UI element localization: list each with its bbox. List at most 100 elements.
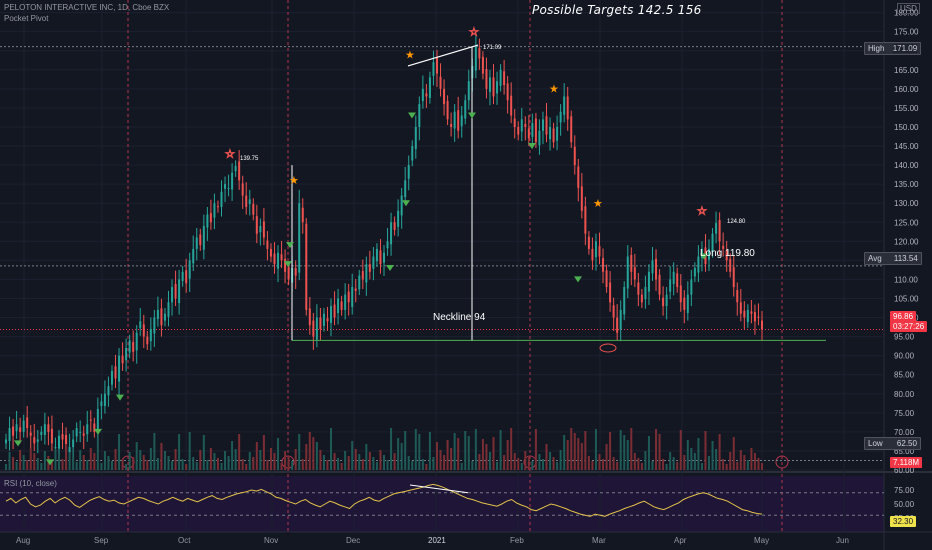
candle-body <box>206 214 209 228</box>
candle-body <box>404 180 407 198</box>
signal-arrow-icon <box>468 112 476 119</box>
candle-body <box>591 248 594 261</box>
volume-bar <box>549 452 552 470</box>
volume-bar <box>68 452 71 470</box>
volume-bar <box>351 441 354 470</box>
indicator-label: Pocket Pivot <box>4 14 49 23</box>
volume-bar <box>725 464 728 470</box>
signal-arrow-icon <box>46 459 54 466</box>
volume-bar <box>450 448 453 470</box>
candle-body <box>160 308 163 326</box>
volume-bar <box>570 428 573 470</box>
candle-body <box>50 428 53 444</box>
currency-label[interactable]: USD <box>897 3 920 14</box>
candle-body <box>262 221 265 238</box>
volume-bar <box>174 449 177 470</box>
volume-bar <box>708 456 711 470</box>
candle-body <box>676 273 679 288</box>
volume-bar <box>527 456 530 470</box>
volume-bar <box>594 429 597 470</box>
candle-body <box>269 248 272 257</box>
volume-bar <box>499 430 502 470</box>
volume-bar <box>651 461 654 470</box>
volume-bar <box>711 441 714 470</box>
candle-body <box>57 435 60 449</box>
volume-bar <box>683 455 686 470</box>
candle-body <box>541 119 544 131</box>
candle-body <box>672 271 675 284</box>
candle-body <box>556 126 559 141</box>
candle-body <box>450 123 453 127</box>
volume-bar <box>672 457 675 470</box>
time-tick-label: 2021 <box>428 536 446 545</box>
volume-bar <box>481 439 484 470</box>
candle-body <box>188 260 191 279</box>
candle-body <box>273 253 276 265</box>
volume-bar <box>181 459 184 470</box>
volume-bar <box>439 450 442 470</box>
volume-bar <box>686 440 689 470</box>
rsi-label: RSI (10, close) <box>4 479 57 488</box>
candle-body <box>322 313 325 326</box>
candle-body <box>308 308 311 326</box>
candle-body <box>651 260 654 274</box>
candle-body <box>171 287 174 303</box>
volume-bar <box>231 441 234 470</box>
price-tick-label: 130.00 <box>894 199 919 208</box>
candle-body <box>467 81 470 101</box>
candle-body <box>351 287 354 307</box>
candle-body <box>510 95 513 116</box>
price-tick-label: 135.00 <box>894 180 919 189</box>
volume-bar <box>584 431 587 470</box>
candle-body <box>40 431 43 435</box>
volume-bar <box>121 459 124 470</box>
volume-bar <box>488 452 491 470</box>
candle-body <box>584 206 587 234</box>
volume-bar <box>520 463 523 470</box>
price-tick-label: 70.00 <box>894 428 915 437</box>
volume-bar <box>443 455 446 470</box>
price-tick-label: 165.00 <box>894 66 919 75</box>
candle-body <box>245 195 248 208</box>
volume-bar <box>375 462 378 470</box>
candle-body <box>598 245 601 257</box>
volume-bar <box>379 450 382 470</box>
volume-bar <box>146 460 149 470</box>
candle-body <box>209 213 212 223</box>
volume-bar <box>156 458 159 470</box>
candle-body <box>517 126 520 135</box>
candle-body <box>725 250 728 261</box>
candle-body <box>114 366 117 379</box>
time-tick-label: Feb <box>510 536 524 545</box>
candle-body <box>61 434 64 440</box>
volume-bar <box>732 437 735 470</box>
candle-body <box>365 264 368 283</box>
volume-bar <box>262 435 265 470</box>
candle-body <box>425 93 428 97</box>
candle-body <box>587 236 590 249</box>
price-tick-label: 65.00 <box>894 447 915 456</box>
volume-bar <box>57 454 60 470</box>
signal-arrow-icon <box>284 261 292 268</box>
candle-body <box>220 191 223 208</box>
time-tick-label: Dec <box>346 536 360 545</box>
high-tag: High 171.09 <box>864 42 922 55</box>
volume-bar <box>333 453 336 470</box>
volume-bar <box>715 449 718 470</box>
candle-body <box>379 250 382 265</box>
candle-body <box>79 431 82 433</box>
peak1-label: 139.75 <box>240 156 259 162</box>
volume-bar <box>245 464 248 470</box>
volume-bar <box>513 453 516 470</box>
volume-bar <box>616 462 619 470</box>
volume-bar <box>637 458 640 470</box>
volume-bar <box>234 449 237 470</box>
candle-body <box>82 433 85 436</box>
time-tick-label: Aug <box>16 536 30 545</box>
price-tick-label: 85.00 <box>894 371 915 380</box>
candle-body <box>414 126 417 150</box>
volume-bar <box>506 440 509 470</box>
candle-body <box>89 419 92 421</box>
candle-body <box>26 417 29 429</box>
